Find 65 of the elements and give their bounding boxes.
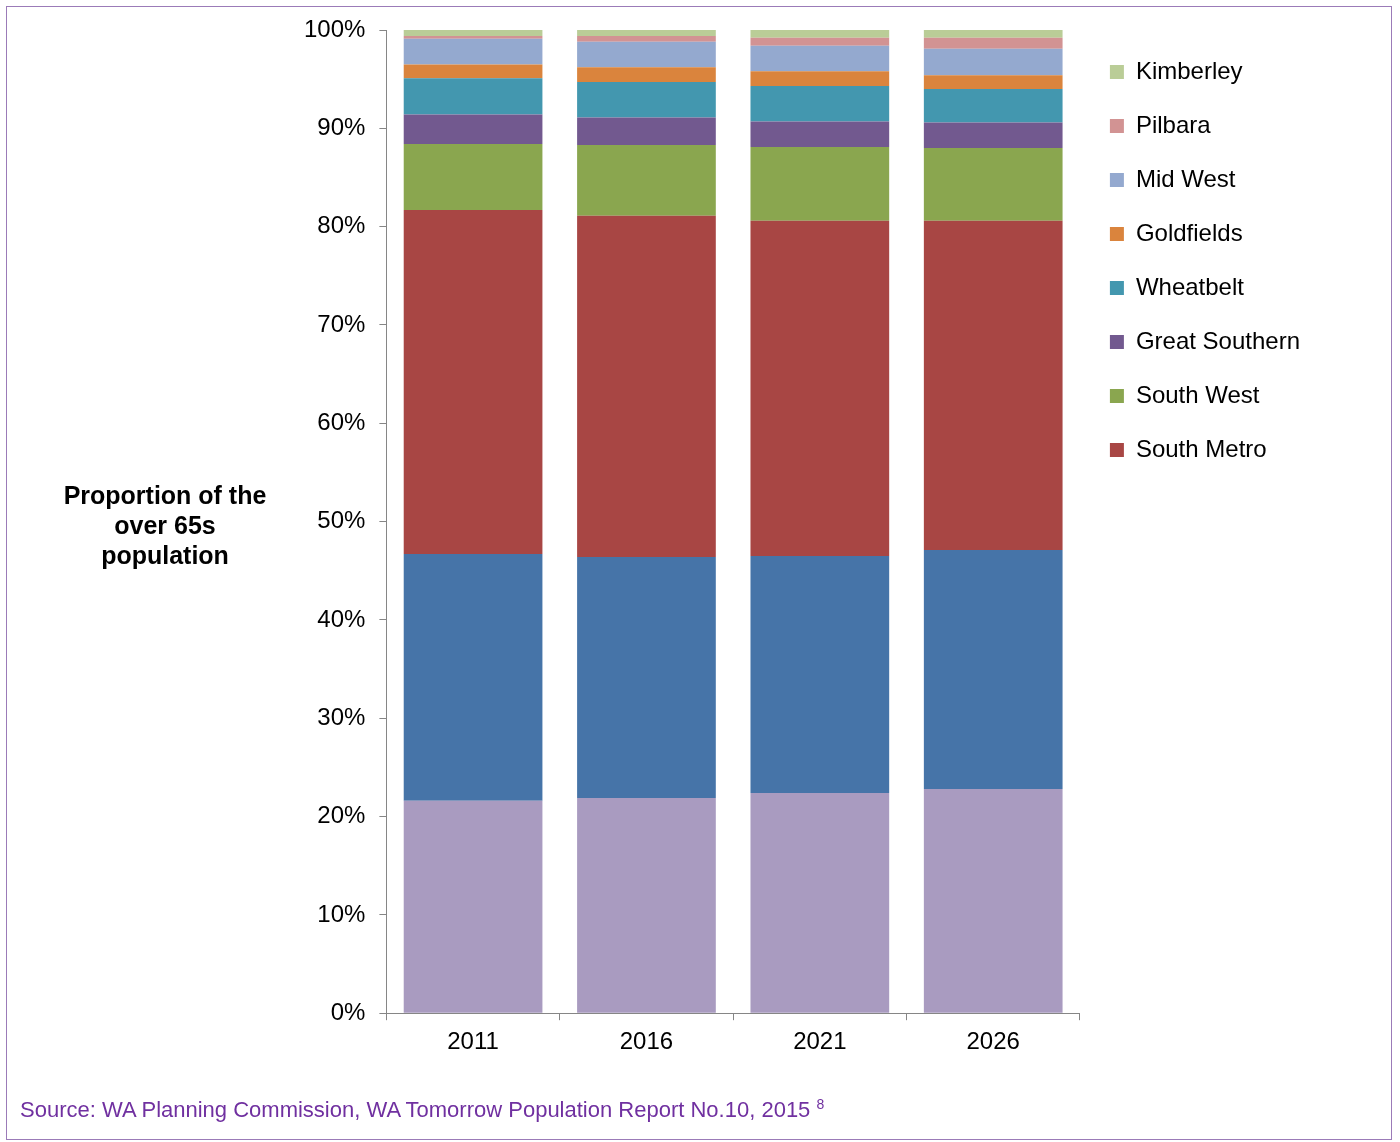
x-tick-label: 2011: [447, 1027, 499, 1055]
bar: [923, 550, 1063, 790]
bar: [577, 557, 716, 798]
bar: [750, 147, 890, 221]
y-tick-label: 70%: [317, 309, 366, 337]
bar: [750, 220, 890, 557]
legend-label: Mid West: [1135, 164, 1236, 192]
x-tick-label: 2021: [793, 1027, 847, 1055]
bar: [750, 792, 890, 1013]
x-tick-label: 2026: [966, 1027, 1020, 1055]
bar: [923, 122, 1063, 148]
legend-label: South Metro: [1135, 434, 1267, 462]
y-tick-label: 20%: [317, 801, 366, 829]
bar: [750, 86, 890, 122]
bar: [923, 30, 1063, 38]
bar: [577, 67, 716, 83]
y-axis-title: Proportion of the over 65s population: [62, 480, 268, 570]
y-tick-label: 0%: [330, 997, 366, 1025]
legend-label: Great Southern: [1135, 326, 1301, 354]
bar: [923, 88, 1063, 123]
y-tick-label: 100%: [303, 14, 366, 42]
y-tick-label: 10%: [317, 899, 366, 927]
bar: [923, 220, 1063, 551]
bar: [750, 556, 890, 793]
bar: [577, 145, 716, 216]
legend-label: Pilbara: [1135, 110, 1212, 138]
legend-label: Wheatbelt: [1135, 272, 1245, 300]
legend-label: Goldfields: [1135, 218, 1243, 246]
bar: [403, 64, 543, 79]
bar: [923, 48, 1063, 76]
bar: [923, 789, 1063, 1013]
bar: [750, 37, 890, 46]
x-tick-label: 2016: [619, 1027, 674, 1055]
legend-label: South West: [1135, 380, 1260, 408]
bar: [923, 147, 1063, 221]
bar: [577, 30, 716, 36]
y-tick-label: 80%: [317, 211, 366, 239]
bar: [750, 121, 890, 147]
bar: [403, 78, 543, 115]
y-tick-label: 50%: [317, 506, 366, 534]
bar: [577, 215, 716, 557]
y-tick-label: 40%: [317, 604, 366, 632]
bar: [403, 554, 543, 801]
bar: [577, 117, 716, 146]
bar: [750, 30, 890, 38]
bar: [403, 114, 543, 145]
bar: [750, 71, 890, 87]
y-tick-label: 30%: [317, 702, 366, 730]
bar: [403, 144, 543, 210]
bar: [403, 35, 543, 39]
bar: [923, 37, 1063, 49]
bar: [577, 82, 716, 118]
bar: [403, 38, 543, 65]
source-note: Source: WA Planning Commission, WA Tomorrow Population Report No.10, 2015 $^{8}$: [20, 1096, 825, 1124]
bar: [403, 209, 543, 555]
y-tick-label: 90%: [317, 112, 366, 140]
legend-label: Kimberley: [1135, 56, 1243, 84]
bar: [577, 41, 716, 68]
bar: [750, 45, 890, 72]
bar: [923, 75, 1063, 89]
y-tick-label: 60%: [317, 407, 366, 435]
bar: [403, 30, 543, 36]
bar: [577, 797, 716, 1013]
bar: [577, 35, 716, 42]
bar: [403, 800, 543, 1013]
